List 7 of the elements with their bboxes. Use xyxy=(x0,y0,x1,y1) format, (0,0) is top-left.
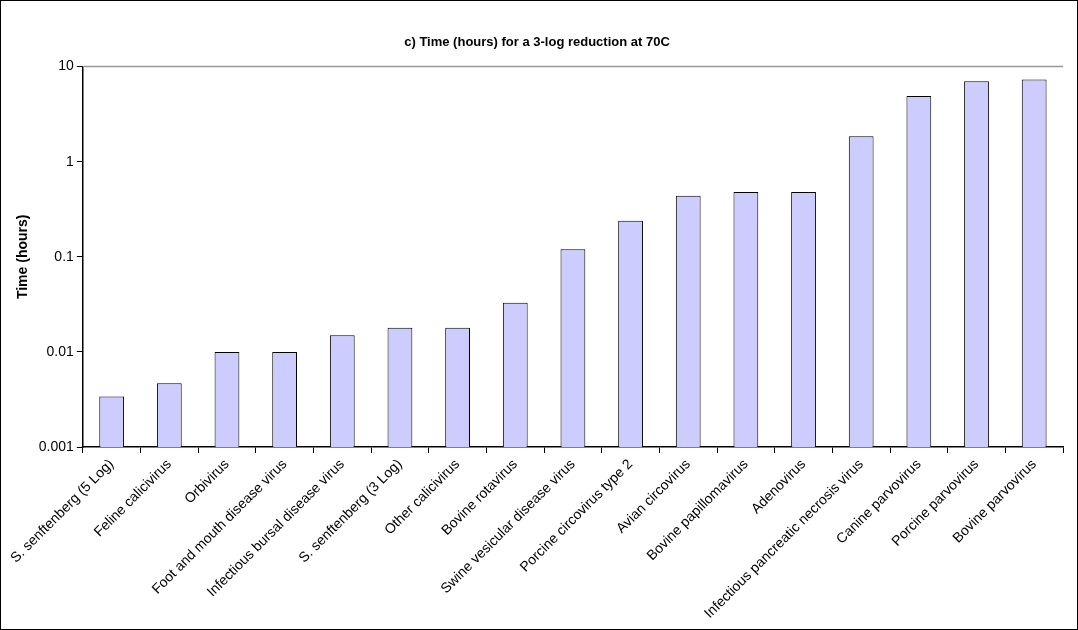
y-tick-label: 0.001 xyxy=(38,437,75,454)
y-tick-label: 0.01 xyxy=(46,342,75,359)
y-axis-title: Time (hours) xyxy=(14,214,31,300)
y-tick-label: 0.1 xyxy=(54,247,75,264)
y-tick-label: 1 xyxy=(66,152,75,169)
y-tick-label: 10 xyxy=(58,57,75,74)
chart-title: c) Time (hours) for a 3-log reduction at 70C xyxy=(404,34,671,50)
